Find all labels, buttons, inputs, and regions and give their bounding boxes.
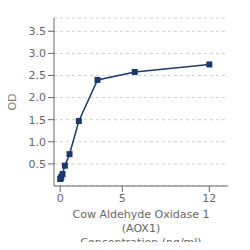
svg-text:OD: OD <box>8 93 19 110</box>
svg-text:5: 5 <box>119 192 126 205</box>
svg-text:12: 12 <box>202 192 216 205</box>
html-text:Concentration (ng/ml): Concentration (ng/ml) <box>80 236 202 249</box>
svg-text:2.5: 2.5 <box>29 69 47 82</box>
svg-text:2.0: 2.0 <box>29 91 47 104</box>
html-text:Cow Aldehyde Oxidase 1 (AOX1): Cow Aldehyde Oxidase 1 (AOX1) <box>72 208 210 235</box>
svg-text:0.5: 0.5 <box>29 158 47 171</box>
svg-text:3.0: 3.0 <box>29 47 47 60</box>
svg-text:1.5: 1.5 <box>29 114 47 127</box>
svg-text:3.5: 3.5 <box>29 25 47 38</box>
svg-text:1.0: 1.0 <box>29 136 47 149</box>
svg-text:0: 0 <box>57 192 64 205</box>
